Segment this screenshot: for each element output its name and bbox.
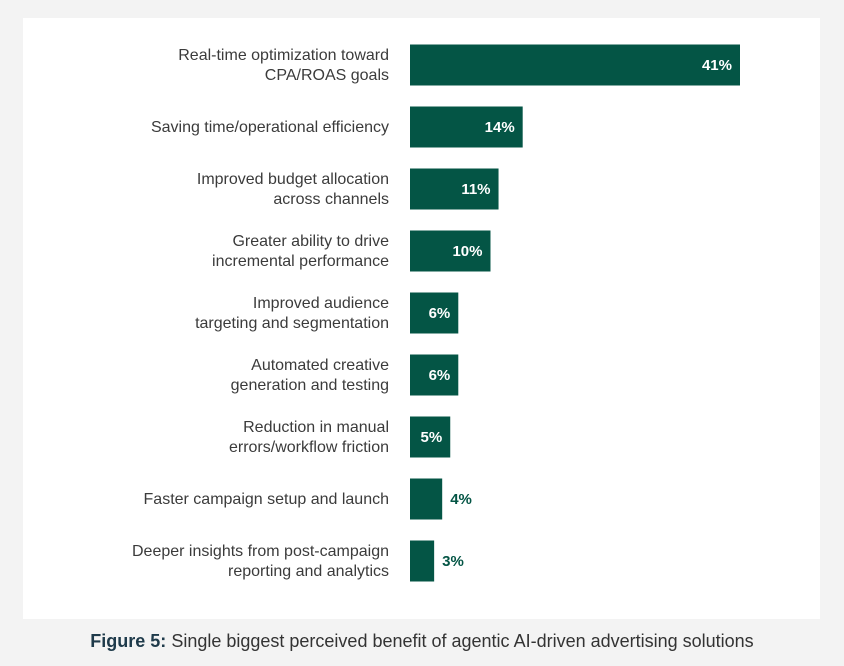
bar-0	[410, 44, 740, 86]
caption-text: Single biggest perceived benefit of agen…	[171, 631, 754, 651]
value-label-4: 6%	[429, 305, 451, 322]
bar-3	[410, 230, 491, 272]
caption-label: Figure 5:	[90, 631, 167, 651]
bar-chart: 41% Real-time optimization toward CPA/ROAS…	[132, 44, 740, 582]
category-label-5: Automated creative generation and testing	[231, 357, 389, 394]
value-label-0: 41%	[702, 57, 732, 74]
category-label-8: Deeper insights from post-campaign report…	[132, 543, 389, 580]
value-label-6: 5%	[421, 429, 443, 446]
bar-2	[410, 168, 499, 210]
figure-caption: Figure 5: Single biggest perceived benef…	[0, 631, 844, 652]
bar-1	[410, 106, 523, 148]
category-label-0: Real-time optimization toward CPA/ROAS go…	[178, 47, 389, 84]
bar-8	[410, 540, 435, 582]
value-label-7: 4%	[450, 491, 472, 508]
value-label-2: 11%	[461, 181, 490, 198]
bar-4	[410, 292, 459, 334]
value-label-8: 3%	[442, 553, 464, 570]
value-label-5: 6%	[429, 367, 451, 384]
category-label-6: Reduction in manual errors/workflow frict…	[229, 419, 389, 456]
value-label-1: 14%	[485, 119, 515, 136]
category-label-2: Improved budget allocation across channel…	[197, 171, 389, 208]
category-label-3: Greater ability to drive incremental perf…	[212, 233, 389, 270]
category-label-1: Saving time/operational efficiency	[151, 119, 389, 136]
category-label-4: Improved audience targeting and segmentat…	[195, 295, 389, 332]
category-label-7: Faster campaign setup and launch	[144, 491, 389, 508]
chart-panel: 41% Real-time optimization toward CPA/ROAS…	[23, 18, 820, 619]
bar-5	[410, 354, 459, 396]
bar-7	[410, 478, 443, 520]
value-label-3: 10%	[452, 243, 482, 260]
bar-6	[410, 416, 451, 458]
